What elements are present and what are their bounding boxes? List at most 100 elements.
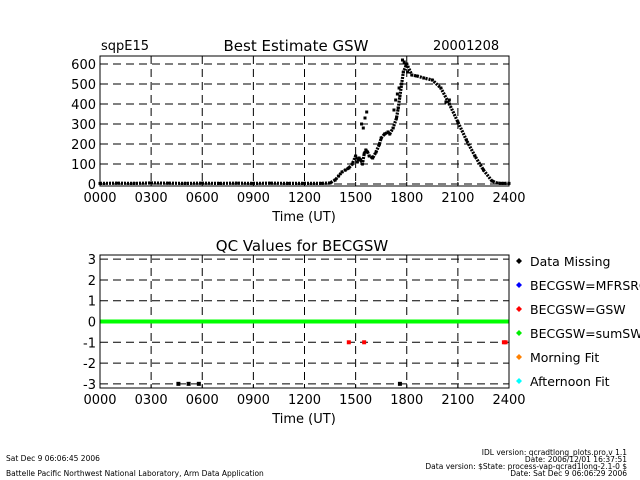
top-data-point — [355, 160, 359, 164]
top-data-point — [456, 120, 460, 124]
top-chart-x-ticks: 0000 0300 0600 0900 1200 1500 1800 2100 2400 — [83, 182, 526, 206]
top-data-point — [371, 156, 375, 160]
top-outlier-point — [444, 100, 448, 104]
top-outlier-point — [392, 108, 396, 112]
bottom-y-tick-label: 3 — [88, 253, 96, 268]
bottom-qc-point — [186, 381, 191, 386]
top-data-point — [391, 126, 395, 130]
legend-label: BECGSW=MFRSRG — [530, 278, 640, 293]
top-outlier-point — [361, 126, 365, 130]
top-data-point — [357, 156, 361, 160]
bottom-x-tick-label: 2400 — [492, 393, 525, 408]
top-outlier-point — [400, 58, 404, 62]
top-data-point — [364, 148, 368, 152]
top-data-point — [502, 181, 506, 185]
legend-label: Morning Fit — [530, 350, 599, 365]
top-chart-xlabel: Time (UT) — [271, 210, 336, 225]
top-data-point — [395, 116, 399, 120]
top-data-point — [367, 154, 371, 158]
legend-diamond-icon — [516, 378, 522, 384]
bottom-y-tick-label: -3 — [83, 378, 96, 393]
footer-data-version: Data version: $State: process-vap-qcrad1… — [425, 462, 627, 471]
top-data-point — [350, 162, 354, 166]
bottom-chart-marks — [100, 319, 509, 386]
footer-idl-version: IDL version: qcradtlong_plots.pro,v 1.1 — [482, 448, 627, 457]
top-data-point — [495, 181, 499, 185]
top-data-point — [410, 73, 414, 77]
bottom-x-tick-label: 2100 — [441, 393, 474, 408]
bottom-x-tick-label: 0900 — [237, 393, 270, 408]
top-outlier-point — [360, 122, 364, 126]
top-data-point — [285, 181, 289, 185]
footer-date2: Date: Sat Dec 9 06:06:29 2006 — [510, 469, 627, 478]
top-data-point — [374, 150, 378, 154]
bottom-qc-point — [397, 381, 402, 386]
footer: Sat Dec 9 06:06:45 2006 Battelle Pacific… — [6, 448, 627, 478]
legend-diamond-icon — [516, 330, 522, 336]
top-data-point — [377, 142, 381, 146]
top-data-point — [115, 181, 119, 185]
top-outlier-point — [406, 70, 410, 74]
top-x-tick-label: 0900 — [237, 191, 270, 206]
top-chart-title: Best Estimate GSW — [224, 37, 369, 55]
top-outlier-point — [397, 86, 401, 90]
top-outlier-point — [402, 60, 406, 64]
bottom-chart-x-ticks: 0000 0300 0600 0900 1200 1500 1800 2100 2400 — [83, 384, 526, 408]
top-y-tick-label: 400 — [71, 98, 96, 113]
legend-diamond-icon — [516, 282, 522, 288]
date-label: 20001208 — [433, 39, 499, 54]
top-data-point — [396, 106, 400, 110]
site-label: sqpE15 — [101, 39, 149, 54]
bottom-x-tick-label: 1500 — [339, 393, 372, 408]
top-data-point — [328, 181, 332, 185]
top-data-point — [333, 178, 337, 182]
top-data-point — [464, 138, 468, 142]
top-data-point — [132, 181, 136, 185]
top-y-tick-label: 600 — [71, 58, 96, 73]
bottom-qc-point — [362, 340, 367, 345]
top-chart-y-ticks: 0 100 200 300 400 500 600 — [71, 58, 96, 193]
top-data-point — [481, 168, 485, 172]
top-chart-grid — [100, 56, 509, 186]
bottom-y-tick-label: -2 — [83, 357, 96, 372]
bottom-y-tick-label: 2 — [88, 274, 96, 289]
legend-diamond-icon — [516, 258, 522, 264]
top-x-tick-label: 0300 — [135, 191, 168, 206]
footer-date: Date: 2006/12/01 16:37:51 — [525, 455, 627, 464]
top-x-tick-label: 0000 — [83, 191, 116, 206]
bottom-x-tick-label: 1800 — [390, 393, 423, 408]
top-x-tick-label: 2100 — [441, 191, 474, 206]
top-x-tick-label: 2400 — [492, 191, 525, 206]
top-data-point — [354, 154, 358, 158]
bottom-x-tick-label: 0300 — [135, 393, 168, 408]
top-outlier-point — [404, 64, 408, 68]
top-data-point — [401, 70, 405, 74]
legend-diamond-icon — [516, 354, 522, 360]
top-data-point — [320, 181, 324, 185]
top-data-point — [473, 154, 477, 158]
bottom-qc-point — [503, 340, 508, 345]
top-x-tick-label: 1800 — [390, 191, 423, 206]
top-x-tick-label: 0600 — [186, 191, 219, 206]
top-data-point — [388, 132, 392, 136]
bottom-qc-point — [176, 381, 181, 386]
bottom-chart-xlabel: Time (UT) — [271, 412, 336, 427]
bottom-chart: QC Values for BECGSW -3 -2 -1 0 1 2 3 0000 0300… — [83, 237, 526, 427]
footer-timestamp: Sat Dec 9 06:06:45 2006 — [6, 454, 100, 463]
top-outlier-point — [365, 110, 369, 114]
top-data-point — [347, 166, 351, 170]
top-data-point — [360, 162, 364, 166]
top-outlier-point — [395, 92, 399, 96]
top-data-point — [405, 62, 409, 66]
top-data-point — [379, 136, 383, 140]
top-data-point — [498, 181, 502, 185]
top-data-point — [490, 179, 494, 183]
legend-label: BECGSW=sumSW — [530, 326, 640, 341]
top-data-point — [447, 102, 451, 106]
top-data-point — [386, 130, 390, 134]
top-x-tick-label: 1200 — [288, 191, 321, 206]
legend-label: Afternoon Fit — [530, 374, 610, 389]
top-data-point — [268, 181, 272, 185]
bottom-y-tick-label: 1 — [88, 295, 96, 310]
